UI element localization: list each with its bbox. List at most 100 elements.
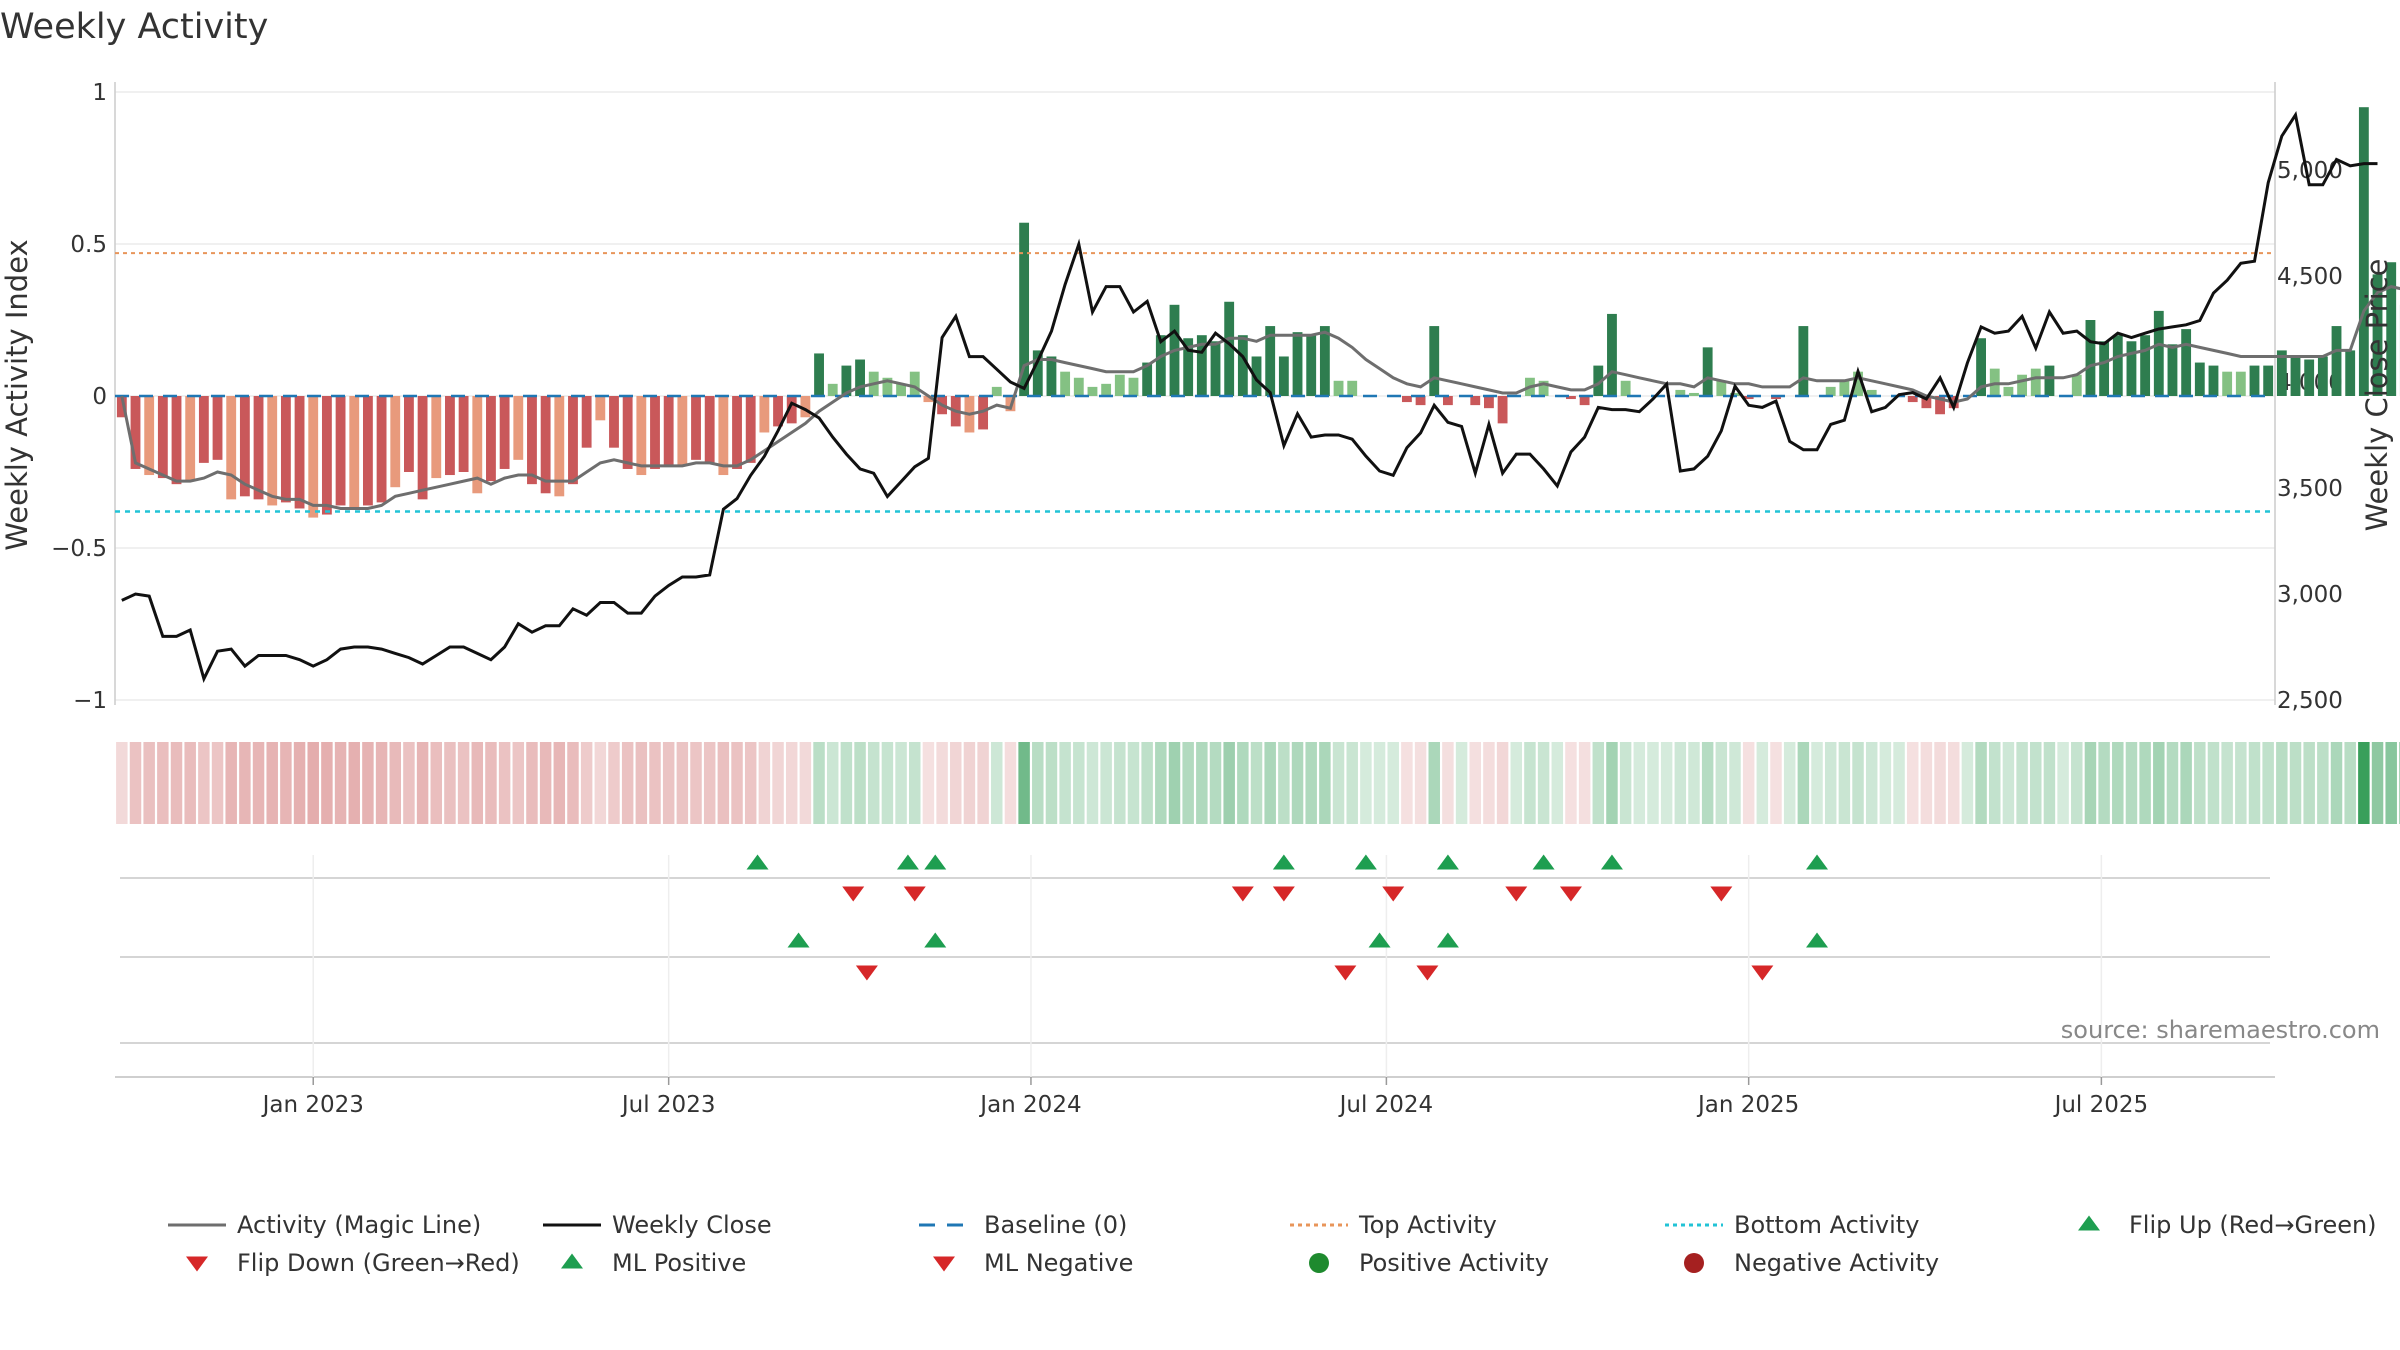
activity-bar	[1142, 362, 1153, 396]
activity-bar	[1538, 380, 1549, 396]
activity-bar	[1087, 386, 1098, 396]
activity-bar	[1907, 396, 1918, 403]
strip-cell	[1086, 742, 1099, 824]
strip-cell	[1551, 742, 1564, 824]
activity-bar	[2112, 335, 2123, 396]
x-tick-label: Jan 2025	[1696, 1092, 1799, 1118]
activity-bar	[294, 396, 305, 509]
strip-cell	[2385, 742, 2397, 824]
strip-cell	[1073, 742, 1085, 824]
strip-cell	[184, 742, 196, 824]
activity-bar	[1183, 338, 1194, 396]
main-panel: 10.50−0.5−15,0004,5004,0003,5003,0002,50…	[51, 80, 2400, 714]
strip-cell	[1537, 742, 1550, 824]
strip-cell	[416, 742, 429, 824]
activity-bar	[704, 396, 715, 463]
strip-cell	[362, 742, 374, 824]
ml-positive-marker	[1436, 932, 1459, 948]
strip-cell	[2344, 742, 2356, 824]
activity-bar	[2386, 262, 2397, 396]
activity-bar	[2331, 326, 2342, 396]
y2-tick-label: 3,000	[2277, 582, 2343, 608]
strip-cell	[854, 742, 866, 824]
strip-cell	[280, 742, 292, 824]
activity-bar	[663, 396, 674, 466]
activity-bar	[718, 396, 729, 476]
activity-bar	[2003, 386, 2014, 396]
strip-cell	[211, 742, 224, 824]
activity-bar	[677, 396, 688, 466]
activity-bar	[431, 396, 442, 479]
strip-cell	[758, 742, 771, 824]
strip-cell	[129, 742, 142, 824]
strip-cell	[1893, 742, 1905, 824]
activity-bar	[882, 377, 893, 396]
strip-cell	[252, 742, 265, 824]
x-tick-label: Jul 2024	[1338, 1092, 1434, 1118]
activity-bar	[527, 396, 537, 485]
strip-cell	[1319, 742, 1331, 824]
strip-cell	[1647, 742, 1659, 824]
strip-cell	[1250, 742, 1263, 824]
x-tick-label: Jul 2025	[2053, 1092, 2149, 1118]
strip-cell	[1715, 742, 1728, 824]
activity-bar	[1019, 222, 1030, 396]
strip-cell	[1346, 742, 1358, 824]
strip-cell	[334, 742, 347, 824]
activity-bar	[1702, 347, 1713, 396]
activity-bar	[581, 396, 592, 448]
strip-cell	[2030, 742, 2042, 824]
source-credit: source: sharemaestro.com	[2061, 1016, 2380, 1044]
activity-bar	[1825, 386, 1836, 396]
strip-cell	[498, 742, 511, 824]
strip-cell	[690, 742, 702, 824]
strip-cell	[991, 742, 1003, 824]
activity-bar	[1771, 396, 1781, 400]
strip-cell	[157, 742, 169, 824]
strip-cell	[485, 742, 497, 824]
activity-bar	[171, 396, 182, 485]
strip-cell	[1059, 742, 1071, 824]
activity-bar	[390, 396, 401, 488]
activity-bar	[1976, 338, 1986, 396]
magic-line	[120, 285, 2400, 510]
strip-cell	[1578, 742, 1591, 824]
weekly-close-line	[121, 110, 2378, 683]
chart-title: Weekly Activity	[0, 7, 268, 47]
activity-bar	[486, 396, 496, 482]
activity-bar	[1060, 371, 1071, 396]
activity-bar	[2208, 365, 2219, 396]
activity-bar	[513, 396, 524, 460]
activity-bar	[554, 396, 565, 497]
strip-cell	[430, 742, 443, 824]
flip-down-marker	[1710, 886, 1733, 902]
ml-negative-marker	[1751, 965, 1774, 981]
flip-down-marker	[1231, 886, 1254, 902]
activity-bar	[1853, 371, 1863, 396]
strip-cell	[717, 742, 730, 824]
y2-tick-label: 3,500	[2277, 476, 2343, 502]
strip-cell	[116, 742, 128, 824]
activity-bar	[745, 396, 756, 463]
legend-label: ML Negative	[984, 1249, 1133, 1277]
strip-cell	[1496, 742, 1509, 824]
y-tick-label: −0.5	[51, 536, 107, 562]
strip-cell	[1906, 742, 1919, 824]
strip-cell	[2221, 742, 2233, 824]
legend-item: Positive Activity	[1309, 1249, 1549, 1277]
activity-bar	[2181, 329, 2192, 396]
y-axis-label: Weekly Activity Index	[0, 239, 34, 550]
ml-positive-marker	[1806, 932, 1829, 948]
legend-label: Flip Up (Red→Green)	[2129, 1211, 2377, 1239]
x-tick-label: Jul 2023	[620, 1092, 716, 1118]
legend-label: ML Positive	[612, 1249, 746, 1277]
strip-cell	[1127, 742, 1140, 824]
strip-cell	[895, 742, 907, 824]
activity-bar	[609, 396, 619, 448]
strip-cell	[881, 742, 894, 824]
y2-tick-label: 5,000	[2277, 158, 2343, 184]
strip-cell	[2371, 742, 2384, 824]
activity-bar	[2372, 274, 2383, 396]
activity-bar	[308, 396, 319, 518]
activity-bar	[1935, 396, 1945, 415]
